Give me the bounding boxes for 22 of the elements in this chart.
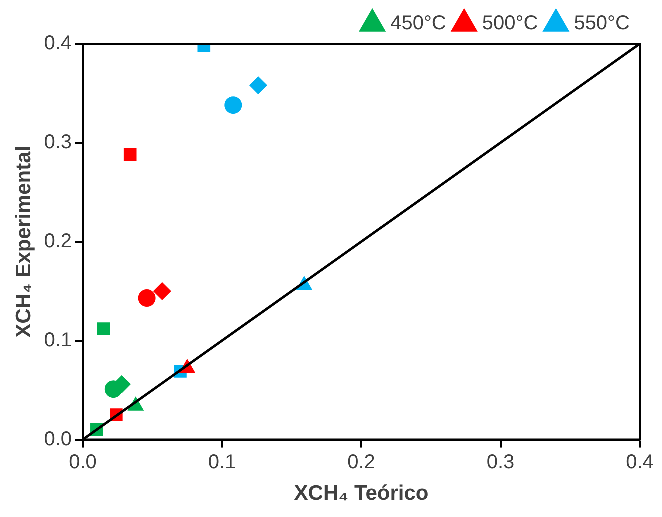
- y-tick-label: 0.1: [44, 329, 72, 352]
- point: [124, 148, 137, 162]
- x-tick-label: 0.2: [348, 451, 376, 474]
- y-tick-label: 0.3: [44, 131, 72, 154]
- x-axis-title: XCH₄ Teórico: [294, 482, 429, 506]
- point: [250, 76, 268, 94]
- x-tick-label: 0.4: [626, 451, 654, 474]
- x-tick-label: 0.0: [69, 451, 97, 474]
- legend-label: 550°C: [574, 12, 630, 35]
- legend-label: 450°C: [390, 12, 446, 35]
- x-tick-label: 0.1: [208, 451, 236, 474]
- y-tick-label: 0.4: [44, 32, 72, 55]
- point: [138, 290, 156, 308]
- x-tick-label: 0.3: [486, 451, 515, 474]
- y-tick-label: 0.2: [44, 230, 72, 252]
- y-tick-label: 0.0: [44, 428, 72, 450]
- point: [104, 380, 122, 398]
- point: [224, 96, 242, 114]
- point: [154, 282, 172, 300]
- legend-label: 500°C: [482, 12, 538, 35]
- point: [97, 322, 110, 336]
- y-axis-title: XCH₄ Experimental: [12, 146, 36, 338]
